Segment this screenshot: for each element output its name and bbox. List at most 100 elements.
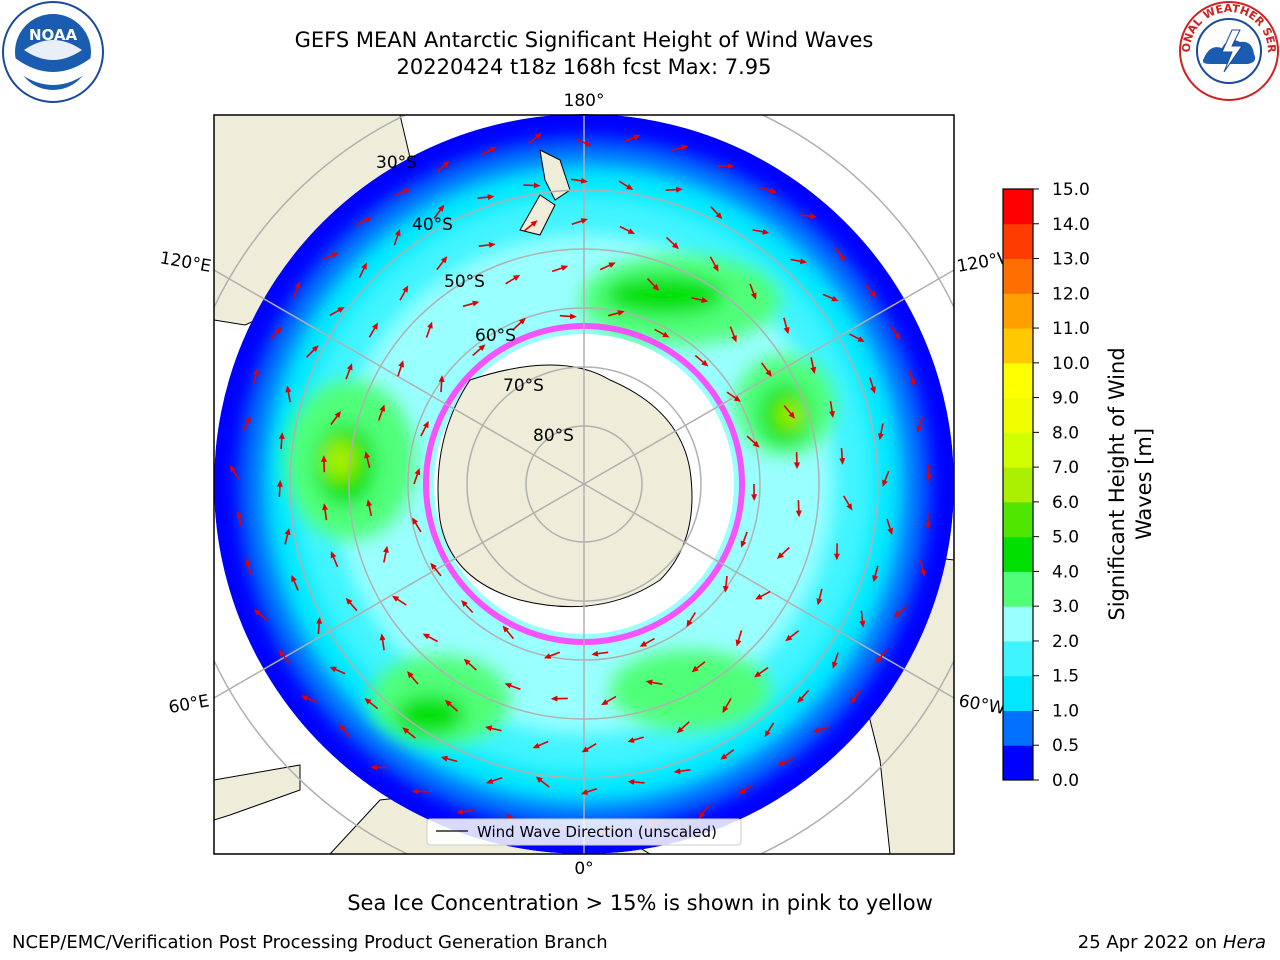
wind-arrow-head (444, 699, 452, 707)
wind-arrow-head (437, 204, 445, 212)
wind-arrow-head (829, 411, 835, 418)
wind-arrow-head (472, 300, 480, 307)
wind-arrow-head (754, 671, 762, 678)
wind-arrow-head (627, 737, 635, 743)
wind-arrow-head (762, 228, 770, 235)
colorbar-tick-label: 15.0 (1052, 180, 1090, 200)
colorbar-segment (1003, 501, 1033, 538)
wind-arrow-head (925, 474, 932, 482)
wind-arrow-head (438, 375, 445, 382)
colorbar-tick-label: 7.0 (1052, 458, 1079, 478)
wind-arrow-head (799, 258, 807, 265)
wind-arrow-head (681, 144, 689, 151)
wind-arrow-head (543, 653, 552, 659)
wind-arrow-head (797, 696, 804, 703)
wind-arrow-head (785, 634, 793, 642)
colorbar-tick-label: 13.0 (1052, 250, 1090, 270)
wind-arrow-head (752, 440, 760, 448)
wind-arrow-head (403, 188, 411, 194)
wind-arrow-head (278, 432, 285, 439)
wind-arrow-head (870, 291, 877, 298)
wind-arrow-head (533, 182, 541, 189)
colorbar-segment (1003, 536, 1033, 572)
wind-arrow-head (887, 527, 893, 536)
wind-arrow-head (329, 666, 337, 673)
wind-arrow-head (535, 776, 543, 783)
wind-arrow-head (364, 698, 372, 705)
wind-arrow-head (698, 811, 705, 819)
wind-arrow-head (765, 369, 772, 377)
wind-arrow-head (676, 186, 683, 193)
wind-arrow-head (486, 778, 494, 784)
wind-arrow-head (846, 503, 853, 511)
wind-arrow-head (777, 760, 785, 766)
wind-arrow-head (427, 321, 433, 329)
wind-arrow-head (285, 385, 292, 393)
colorbar-segment (1003, 710, 1033, 746)
wind-arrow-head (920, 569, 926, 577)
wind-arrow-head (422, 633, 430, 640)
wind-arrow-head (394, 229, 401, 237)
wind-arrow-head (311, 345, 319, 352)
colorbar-tick-label: 11.0 (1052, 319, 1090, 339)
wind-arrow-head (383, 545, 389, 553)
wind-arrow-head (672, 242, 679, 250)
lon-label-0: 0° (574, 859, 593, 879)
wind-arrow-head (916, 425, 923, 433)
sea-ice-caption: Sea Ice Concentration > 15% is shown in … (347, 891, 933, 915)
graticule (214, 115, 954, 854)
colorbar-tick-label: 14.0 (1052, 215, 1090, 235)
wind-arrow-head (407, 671, 414, 679)
wind-arrow-head (484, 725, 493, 732)
wind-arrow-head (755, 593, 763, 600)
wind-arrow-head (764, 730, 771, 738)
colorbar-segment (1003, 640, 1033, 677)
wind-arrow-head (430, 562, 437, 570)
chart-title: GEFS MEAN Antarctic Significant Height o… (294, 28, 874, 52)
wind-arrow-head (617, 310, 625, 316)
wind-arrow-head (857, 336, 865, 342)
wind-arrow-head (740, 540, 747, 548)
wind-arrow-head (372, 322, 378, 330)
wind-arrow-head (366, 499, 373, 507)
colorbar-tick-label: 9.0 (1052, 389, 1079, 409)
wind-arrow-head (676, 726, 684, 734)
wind-arrow-head (750, 292, 757, 300)
colorbar-segment (1003, 293, 1033, 329)
wind-arrow-head (487, 194, 495, 200)
wind-arrow-head (229, 465, 236, 473)
wind-arrow-head (461, 600, 468, 607)
lon-label-180: 180° (564, 91, 605, 111)
colorbar-segment (1003, 606, 1033, 642)
wind-arrow-head (810, 366, 817, 374)
map-frame (213, 114, 955, 855)
wind-arrow-head (440, 755, 448, 762)
wind-arrow-head (691, 665, 699, 673)
wind-arrow-head (364, 217, 372, 223)
colorbar-segment (1003, 432, 1033, 468)
wind-arrow-head (502, 625, 510, 633)
wind-arrow-head (686, 619, 693, 627)
wind-arrow-head (412, 517, 419, 525)
wind-arrow-head (276, 480, 283, 487)
wind-arrow-head (518, 317, 526, 325)
wind-arrow-head (584, 140, 592, 147)
wind-arrow-head (872, 575, 878, 583)
wind-arrow-head (591, 650, 599, 657)
wind-arrow-head (294, 281, 301, 289)
wind-arrow-head (809, 213, 817, 220)
lat-label-30s: 30°S (376, 153, 417, 173)
wind-arrow-head (580, 789, 589, 795)
host-name: Hera (1222, 932, 1266, 953)
colorbar-segment (1003, 362, 1033, 399)
colorbar-tick-label: 2.0 (1052, 632, 1079, 652)
colorbar-label-line2: Waves [m] (1132, 428, 1156, 540)
wind-arrow-head (850, 697, 857, 705)
wind-arrow-head (909, 379, 916, 387)
wind-arrow-head (652, 284, 660, 291)
colorbar-segment (1003, 467, 1033, 503)
wind-arrow-head (581, 746, 589, 753)
wind-arrow-head (442, 160, 450, 168)
nws-logo: NATIONAL WEATHER SERVICE (1178, 0, 1279, 101)
